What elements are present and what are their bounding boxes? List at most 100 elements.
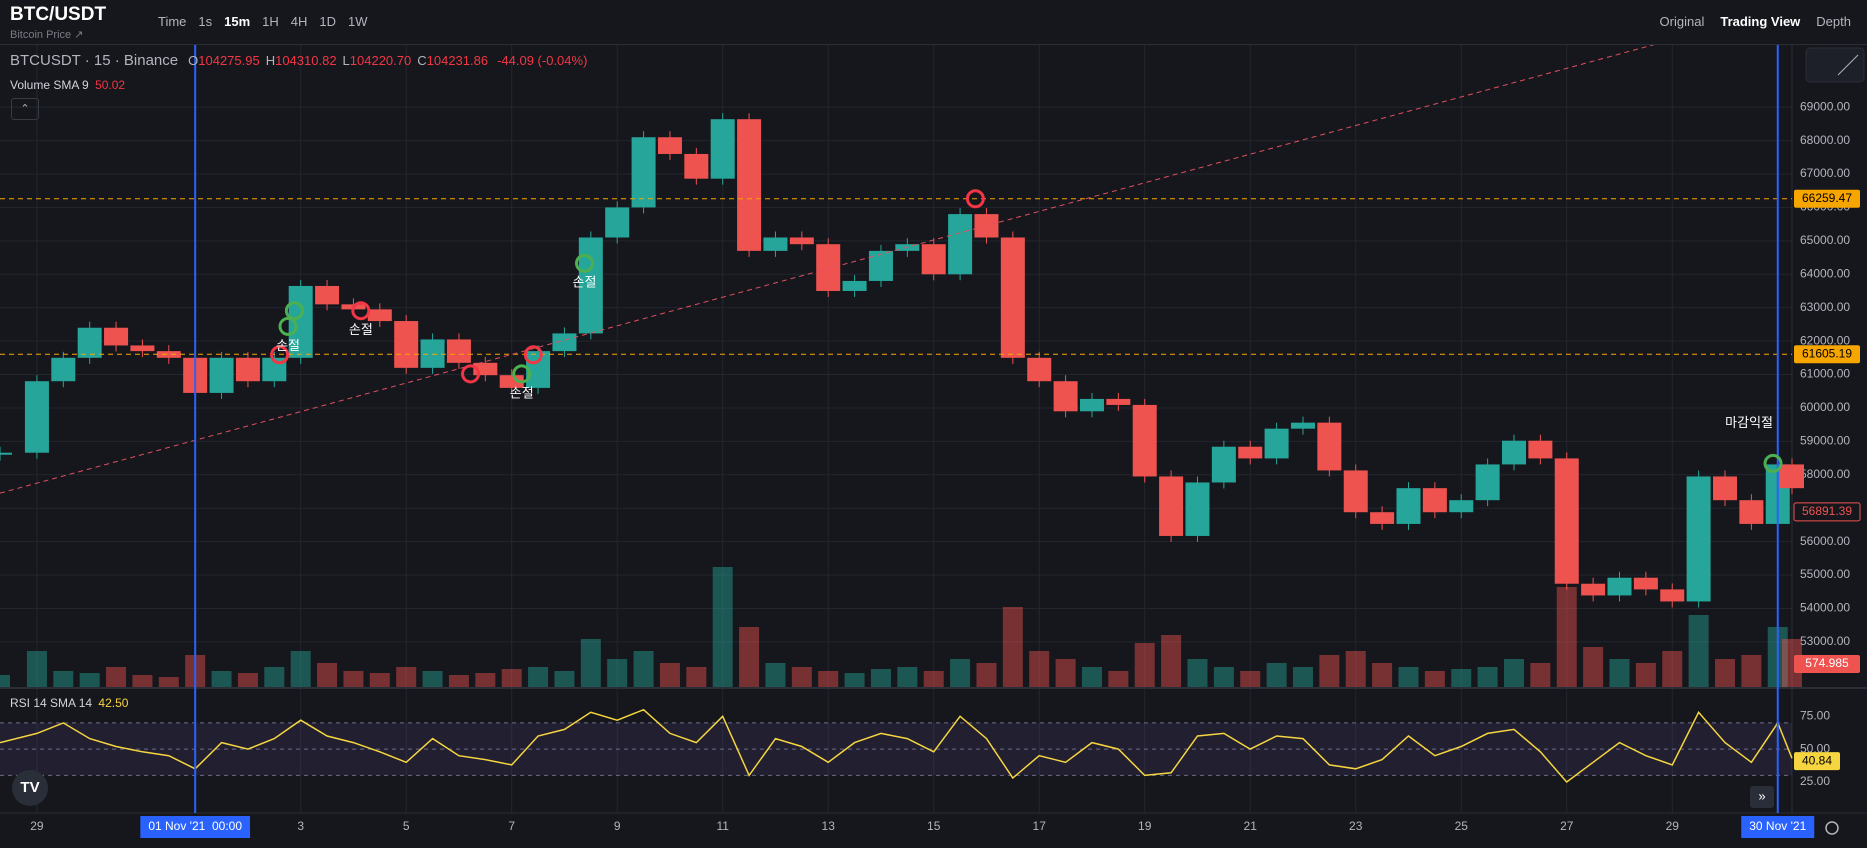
volume-bar <box>1503 659 1524 687</box>
candle <box>578 237 603 334</box>
view-tab[interactable]: Original <box>1659 14 1705 29</box>
rsi-band-fill <box>0 722 1792 776</box>
volume-bar <box>765 663 786 687</box>
ohlc-key: C <box>417 53 427 68</box>
y-tick-label: 69000.00 <box>1800 99 1850 113</box>
y-tick-label: 62000.00 <box>1800 333 1850 347</box>
candle <box>1079 398 1104 412</box>
x-tick-label: 21 <box>1244 819 1258 833</box>
volume-bar <box>976 663 997 687</box>
x-tick-label: 17 <box>1033 819 1047 833</box>
timeframe[interactable]: 1D <box>319 14 337 29</box>
level-label: 66259.47 <box>1802 191 1852 205</box>
candle <box>1290 422 1315 429</box>
ohlc-value: 104275.95 <box>198 53 260 68</box>
views: Original Trading View Depth <box>1660 14 1851 29</box>
candle <box>420 339 445 368</box>
volume-bar <box>1451 669 1472 687</box>
candle <box>0 452 12 455</box>
candle <box>1713 476 1738 501</box>
volume-bar <box>1741 655 1762 687</box>
candle <box>1475 464 1500 501</box>
timeframe[interactable]: 4H <box>290 14 308 29</box>
volume-bar <box>1662 651 1683 687</box>
candle <box>1159 476 1184 536</box>
candle <box>1317 422 1342 471</box>
change: -44.09 (-0.04%) <box>497 53 588 68</box>
volume-bar <box>1134 643 1155 687</box>
volume-bar <box>396 667 417 687</box>
volume-bar <box>1782 639 1802 687</box>
volume-bar <box>158 677 179 687</box>
volume-bar <box>501 669 522 687</box>
view-tab[interactable]: Trading View <box>1720 14 1801 29</box>
trade-marker <box>1763 453 1783 473</box>
view-tab[interactable]: Depth <box>1816 14 1851 29</box>
candle <box>1132 404 1157 477</box>
timeframe[interactable]: 1W <box>348 14 368 29</box>
trade-marker <box>270 345 290 365</box>
candle <box>130 345 155 352</box>
candle <box>1528 440 1553 459</box>
last-price-label: 56891.39 <box>1802 504 1852 518</box>
volume-bar <box>633 651 654 687</box>
volume-bar <box>1477 667 1498 687</box>
y-tick-label: 61000.00 <box>1800 367 1850 381</box>
volume-bar <box>844 673 865 687</box>
candle <box>974 214 999 238</box>
volume-bar <box>818 671 839 687</box>
trade-marker <box>461 364 481 384</box>
candle <box>235 357 260 382</box>
volume-bar <box>290 651 311 687</box>
volume-bar <box>923 671 944 687</box>
candle <box>737 119 762 251</box>
x-tick-label: 25 <box>1455 819 1469 833</box>
scroll-icon: » <box>1758 788 1765 803</box>
trade-marker-label: 손절 <box>510 385 534 400</box>
candle <box>77 327 102 358</box>
timeframe[interactable]: 15m <box>224 14 251 29</box>
volume-bar <box>1635 663 1656 687</box>
cursor-label-box <box>1741 816 1815 838</box>
volume-bar <box>132 675 153 687</box>
ohlc-key: H <box>265 53 276 68</box>
volume-bar <box>369 673 390 687</box>
volume-bar <box>870 669 891 687</box>
volume-bar <box>1029 651 1050 687</box>
symbol[interactable]: BTC/USDT <box>10 4 107 25</box>
x-tick-label: 13 <box>822 819 836 833</box>
timeframe[interactable]: 1s <box>198 14 213 29</box>
volume-bar <box>1161 635 1182 687</box>
candle <box>1449 500 1474 513</box>
timeframe[interactable]: 1H <box>262 14 279 29</box>
volume-bar <box>712 567 733 687</box>
timeframes: Time 1s 15m 1H 4H 1D 1W <box>158 14 368 29</box>
candle <box>24 381 49 453</box>
volume-bar <box>1688 615 1709 687</box>
trade-marker <box>284 301 304 321</box>
y-tick-label: 55000.00 <box>1800 567 1850 581</box>
scroll-button <box>1750 786 1774 808</box>
candle <box>1396 488 1421 524</box>
tv-logo[interactable]: TV <box>12 770 48 806</box>
timeframe[interactable]: Time <box>158 14 187 29</box>
volume-bar <box>950 659 971 687</box>
y-tick-label: 53000.00 <box>1800 634 1850 648</box>
volume-bar <box>317 663 338 687</box>
trade-marker-label: 마감익절 <box>1725 415 1773 430</box>
trendline <box>0 43 1657 494</box>
cursor-label-box <box>140 816 251 838</box>
candle <box>446 339 471 363</box>
subtitle[interactable]: Bitcoin Price ↗ <box>10 29 84 41</box>
ohlc-key: L <box>342 53 350 68</box>
volume-bar <box>528 667 549 687</box>
rsi-legend: RSI 14 SMA 14 42.50 <box>10 696 131 710</box>
candle <box>315 285 340 305</box>
volume-bar <box>1609 659 1630 687</box>
candle <box>1422 488 1447 513</box>
last-price-box <box>1793 502 1861 522</box>
volume-bar <box>554 671 575 687</box>
trade-marker <box>965 189 985 209</box>
trade-marker-label: 손절 <box>349 322 373 337</box>
collapse-button[interactable]: ⌃ <box>11 98 39 120</box>
